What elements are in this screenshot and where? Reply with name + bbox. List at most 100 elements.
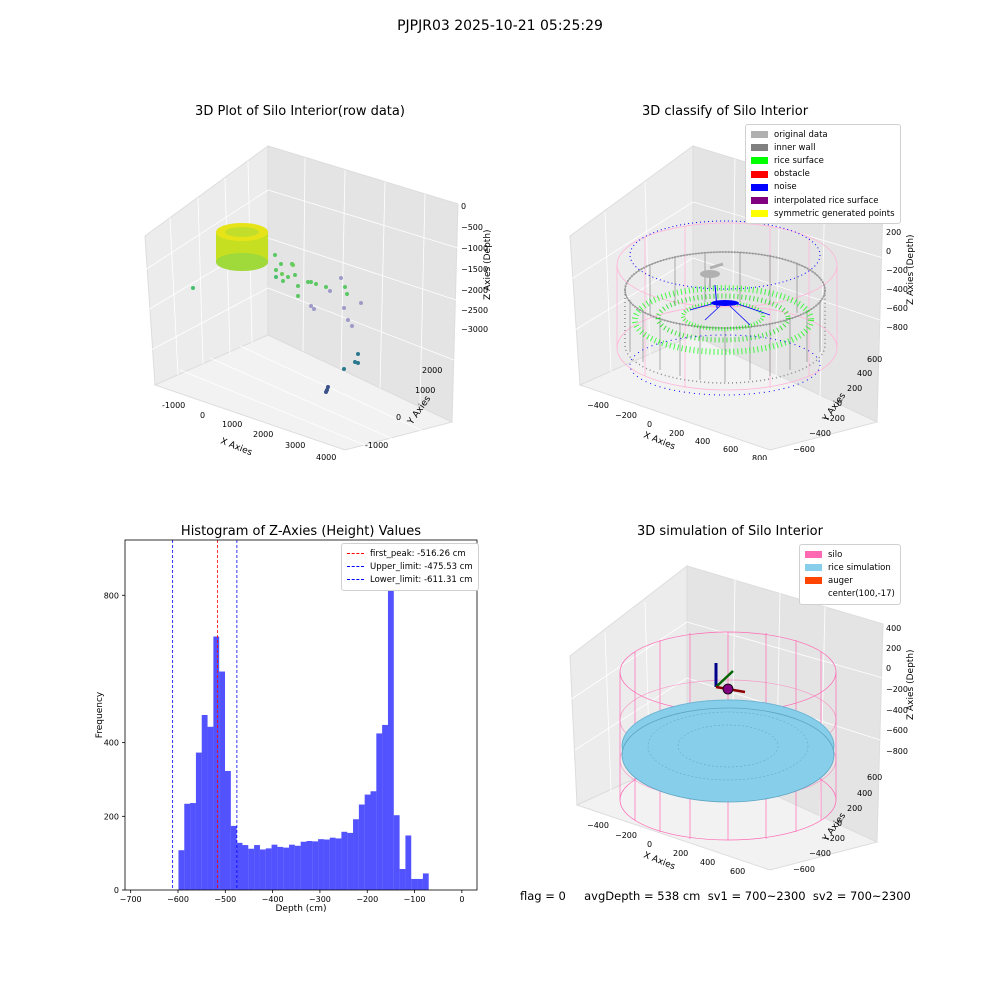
histogram-bar (335, 838, 342, 890)
legend-swatch (751, 131, 768, 139)
p4-ztick: −800 (886, 747, 908, 756)
legend-swatch (805, 564, 822, 572)
histogram-bar (259, 849, 266, 890)
histogram-ylabel: Frequency (95, 691, 105, 738)
p2-xtick: −400 (587, 401, 609, 410)
histogram-bar (353, 819, 359, 890)
p4-ytick: −600 (793, 865, 815, 874)
p1-ytick: 0 (396, 413, 401, 422)
histogram-bar (318, 839, 324, 890)
histogram-bar (219, 671, 226, 890)
x-tick-label: −500 (214, 895, 236, 904)
noise-points (629, 220, 821, 396)
histogram-bar (422, 873, 429, 890)
histogram-bar (242, 845, 249, 890)
legend-item: auger (805, 574, 895, 587)
p2-ytick: 200 (847, 384, 862, 393)
histogram-bar (184, 803, 191, 890)
panel1-title: 3D Plot of Silo Interior(row data) (195, 104, 405, 119)
p1-xtick: 3000 (285, 441, 305, 450)
figure-title: PJPJR03 2025-10-21 05:25:29 (397, 18, 603, 34)
x-tick-label: −600 (167, 895, 189, 904)
p2-xtick: −200 (615, 411, 637, 420)
p4-xtick: 0 (647, 840, 652, 849)
p4-ztick: −200 (886, 685, 908, 694)
histogram-xlabel: Depth (cm) (275, 904, 326, 914)
histogram-legend: first_peak: -516.26 cm Upper_limit: -475… (341, 543, 479, 591)
p2-ztick: −400 (886, 285, 908, 294)
p4-ztick: 0 (886, 664, 891, 673)
histogram-bar (271, 844, 278, 890)
y-tick-label: 200 (104, 812, 119, 821)
histogram-bar (207, 726, 214, 890)
p2-xtick: 800 (752, 454, 767, 460)
legend-item: rice surface (751, 154, 895, 167)
auger-center-marker (714, 663, 746, 695)
histogram-bar (306, 841, 313, 890)
p1-xtick: 2000 (253, 430, 273, 439)
p4-ytick: −400 (809, 849, 831, 858)
x-tick-label: −700 (120, 895, 142, 904)
p2-xtick: 0 (647, 420, 652, 429)
p1-ztick: −1500 (461, 265, 488, 274)
histogram-bar (230, 825, 237, 890)
p1-xtick: 0 (200, 411, 205, 420)
histogram-bar (329, 837, 336, 890)
p2-xtick: 600 (723, 445, 738, 454)
p4-zlabel: Z Axies (Depth) (906, 649, 916, 720)
histogram-bar (265, 848, 272, 890)
legend-swatch (805, 591, 822, 598)
histogram-bar (277, 846, 284, 890)
p2-xtick: 200 (669, 429, 684, 438)
histogram-bar (399, 869, 406, 890)
legend-item: Upper_limit: -475.53 cm (347, 560, 473, 573)
histogram-bar (248, 848, 255, 890)
legend-swatch (751, 183, 768, 191)
p4-xtick: −200 (615, 831, 637, 840)
histogram-bar (417, 878, 423, 890)
p4-xtick: 200 (673, 849, 688, 858)
p1-ztick: −3000 (461, 325, 488, 334)
p2-ytick: 600 (867, 355, 882, 364)
histogram-bar (213, 636, 220, 890)
p2-ztick: 0 (886, 247, 891, 256)
histogram-bar (364, 794, 371, 890)
legend-item: symmetric generated points (751, 207, 895, 220)
histogram-bar (382, 724, 388, 890)
raw-data-cluster (216, 223, 268, 271)
legend-swatch (751, 197, 768, 205)
legend-line (347, 579, 364, 581)
legend-item: Lower_limit: -611.31 cm (347, 573, 473, 586)
histogram-bar (195, 752, 202, 890)
x-tick-label: 0 (459, 895, 464, 904)
p1-xtick: 4000 (316, 453, 336, 460)
histogram-xticks: −700 −600 −500 −400 −300 −200 −100 0 (120, 890, 464, 904)
p2-ytick: −600 (793, 445, 815, 454)
histogram-bar (405, 835, 412, 890)
legend-line (347, 566, 364, 568)
histogram-vlines (172, 540, 238, 890)
legend-item: inner wall (751, 141, 895, 154)
histogram-bar (312, 841, 319, 890)
legend-swatch (751, 210, 768, 218)
p2-ytick: −400 (809, 429, 831, 438)
legend-item: obstacle (751, 168, 895, 181)
p4-ztick: −600 (886, 726, 908, 735)
p2-zlabel: Z Axies (Depth) (906, 234, 916, 305)
panel4-legend: silo rice simulation auger center(100,-1… (799, 544, 901, 605)
histogram-bar (201, 715, 208, 890)
p1-xtick: -1000 (162, 401, 185, 410)
p1-ytick: 1000 (415, 386, 435, 395)
histogram-bar (300, 841, 307, 890)
p1-ztick: −500 (461, 223, 483, 232)
legend-line (347, 553, 364, 555)
p1-ztick: −2000 (461, 286, 488, 295)
histogram-bar (190, 803, 196, 890)
p2-ztick: −800 (886, 323, 908, 332)
legend-item: original data (751, 128, 895, 141)
legend-swatch (805, 577, 822, 585)
p1-ytick: 2000 (422, 366, 442, 375)
p4-ytick: 400 (857, 789, 872, 798)
histogram-bar (178, 850, 185, 890)
p4-xtick: 400 (700, 858, 715, 867)
